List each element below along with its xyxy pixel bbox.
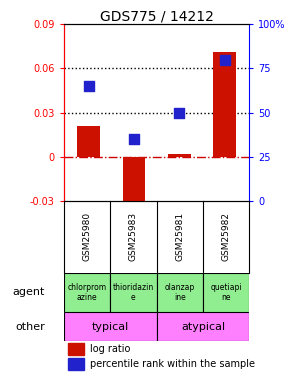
Bar xyxy=(68,343,84,355)
Bar xyxy=(157,273,203,312)
Bar xyxy=(68,358,84,370)
Text: GSM25981: GSM25981 xyxy=(175,212,184,261)
Text: GSM25982: GSM25982 xyxy=(222,212,231,261)
Text: thioridazin
e: thioridazin e xyxy=(113,283,154,302)
Point xyxy=(132,136,136,142)
Bar xyxy=(203,273,249,312)
Bar xyxy=(64,312,157,341)
Text: quetiapi
ne: quetiapi ne xyxy=(210,283,242,302)
Point xyxy=(177,110,182,116)
Text: atypical: atypical xyxy=(181,322,225,332)
Text: chlorprom
azine: chlorprom azine xyxy=(68,283,106,302)
Bar xyxy=(168,154,191,157)
Text: percentile rank within the sample: percentile rank within the sample xyxy=(90,359,255,369)
Text: GSM25983: GSM25983 xyxy=(129,212,138,261)
Text: typical: typical xyxy=(92,322,129,332)
Text: olanzap
ine: olanzap ine xyxy=(165,283,195,302)
Bar xyxy=(64,273,110,312)
Bar xyxy=(213,53,236,157)
Bar xyxy=(110,273,157,312)
Title: GDS775 / 14212: GDS775 / 14212 xyxy=(100,9,213,23)
Text: agent: agent xyxy=(13,287,45,297)
Text: other: other xyxy=(15,322,45,332)
Point xyxy=(86,83,91,89)
Text: log ratio: log ratio xyxy=(90,344,130,354)
Point xyxy=(222,57,227,63)
Bar xyxy=(123,157,145,207)
Bar xyxy=(77,126,100,157)
Bar xyxy=(157,312,249,341)
Text: GSM25980: GSM25980 xyxy=(82,212,92,261)
